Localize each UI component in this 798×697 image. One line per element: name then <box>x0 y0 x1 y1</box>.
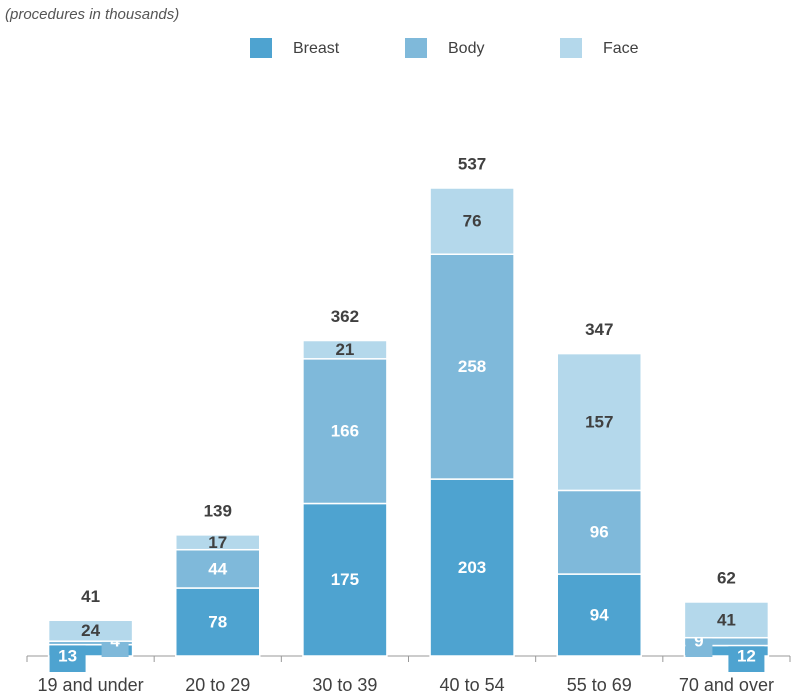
legend-swatch <box>405 38 427 58</box>
bar-segment <box>429 187 515 255</box>
x-tick-label: 40 to 54 <box>440 675 505 695</box>
bar-segment <box>302 339 388 360</box>
bar-segment <box>556 489 642 575</box>
value-label: 166 <box>331 422 359 441</box>
x-tick-label: 19 and under <box>38 675 144 695</box>
value-label: 12 <box>737 646 756 665</box>
value-label: 13 <box>58 646 77 665</box>
legend-label: Breast <box>293 40 340 57</box>
total-label: 41 <box>81 587 100 606</box>
value-label: 21 <box>335 340 354 359</box>
total-label: 139 <box>204 501 232 520</box>
x-tick-label: 20 to 29 <box>185 675 250 695</box>
value-label: 9 <box>694 631 703 650</box>
bar-segment <box>302 502 388 657</box>
value-label: 76 <box>463 212 482 231</box>
total-label: 362 <box>331 307 359 326</box>
value-label: 175 <box>331 570 359 589</box>
bar-segment <box>429 478 515 657</box>
value-label: 17 <box>208 533 227 552</box>
x-tick-label: 30 to 39 <box>312 675 377 695</box>
total-label: 537 <box>458 154 486 173</box>
chart-subtitle: (procedures in thousands) <box>5 6 179 23</box>
bar-segment <box>429 253 515 480</box>
value-label: 44 <box>208 559 227 578</box>
bar-segment <box>683 601 770 639</box>
value-label: 78 <box>208 612 227 631</box>
value-label: 203 <box>458 558 486 577</box>
value-label: 94 <box>590 606 609 625</box>
value-label: 258 <box>458 357 486 376</box>
legend-swatch <box>560 38 582 58</box>
value-label: 41 <box>717 610 736 629</box>
total-label: 347 <box>585 320 613 339</box>
legend-swatch <box>250 38 272 58</box>
x-tick-label: 70 and over <box>679 675 774 695</box>
total-label: 62 <box>717 568 736 587</box>
bar-segment <box>175 534 261 551</box>
x-tick-label: 55 to 69 <box>567 675 632 695</box>
value-label: 24 <box>81 621 100 640</box>
value-label: 96 <box>590 523 609 542</box>
bar-segment <box>302 358 388 505</box>
value-label: 157 <box>585 412 613 431</box>
bar-segment <box>556 352 642 492</box>
legend-label: Face <box>603 40 639 57</box>
bar-segment <box>47 619 134 642</box>
bar-segment <box>556 573 642 657</box>
legend-label: Body <box>448 40 484 57</box>
